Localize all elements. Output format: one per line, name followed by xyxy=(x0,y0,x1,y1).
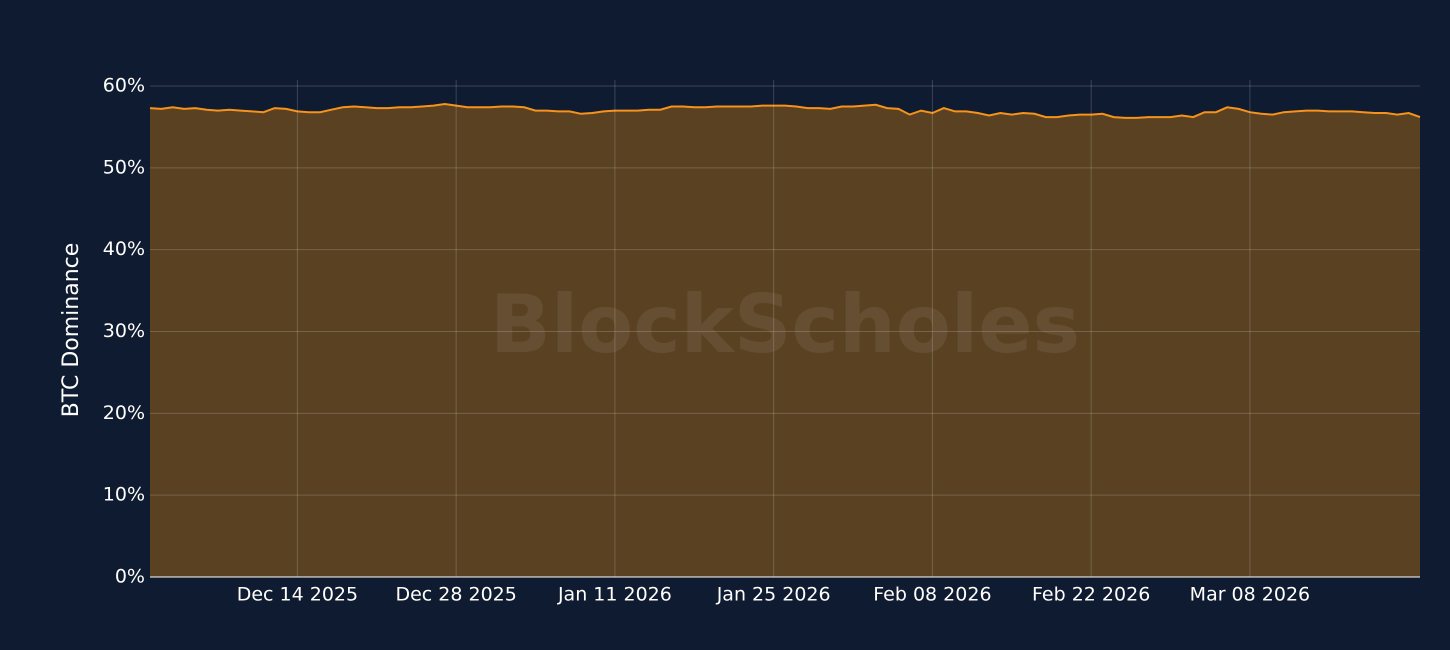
y-tick-label: 40% xyxy=(103,238,145,260)
x-tick-label: Feb 22 2026 xyxy=(1032,584,1150,606)
x-tick-label: Mar 08 2026 xyxy=(1190,584,1310,606)
y-tick-label: 50% xyxy=(103,156,145,178)
y-tick-label: 30% xyxy=(103,320,145,342)
y-tick-label: 0% xyxy=(115,566,145,588)
x-tick-label: Dec 28 2025 xyxy=(395,584,516,606)
area-fill xyxy=(150,104,1420,577)
x-tick-label: Jan 11 2026 xyxy=(557,584,672,606)
watermark: BlockScholes xyxy=(490,278,1080,371)
y-tick-label: 60% xyxy=(103,75,145,97)
line xyxy=(149,102,1421,119)
x-tick-label: Jan 25 2026 xyxy=(716,584,831,606)
y-tick-label: 10% xyxy=(103,484,145,506)
x-tick-label: Feb 08 2026 xyxy=(873,584,991,606)
y-axis-label: BTC Dominance xyxy=(59,243,84,418)
x-tick-label: Dec 14 2025 xyxy=(237,584,358,606)
y-tick-label: 20% xyxy=(103,402,145,424)
